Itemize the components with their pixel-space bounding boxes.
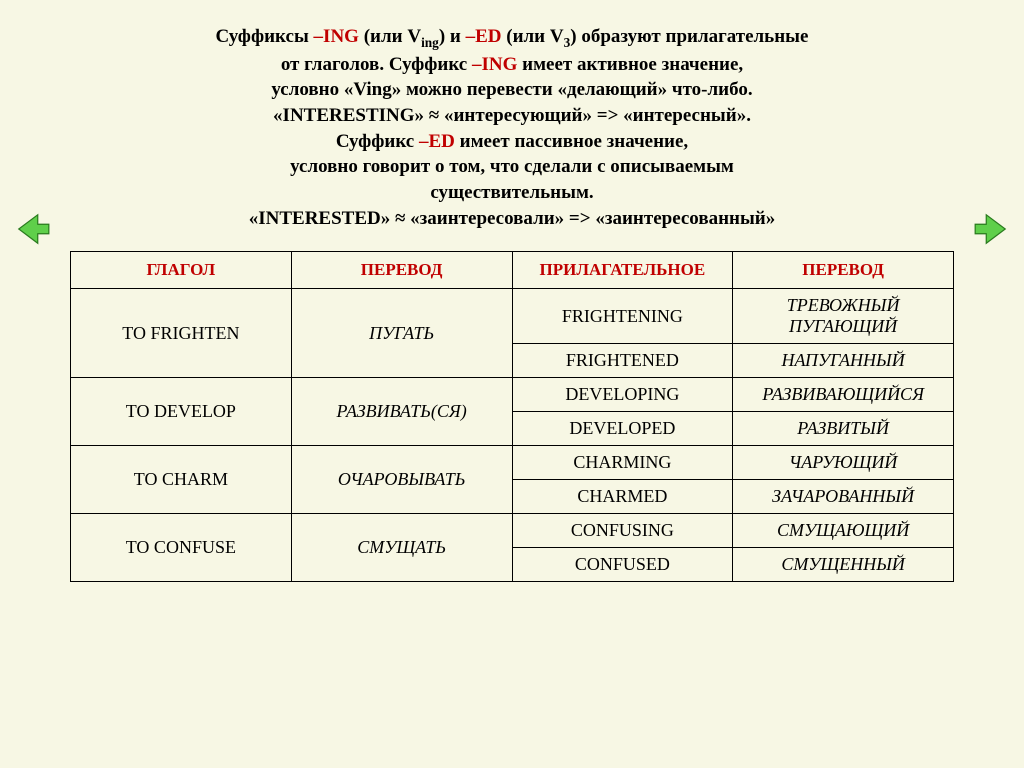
table-row: to confuse Смущать confusing Смущающий — [71, 514, 954, 548]
table-row: to charm Очаровывать charming Чарующий — [71, 446, 954, 480]
cell-adj-trans: Напуганный — [733, 344, 954, 378]
cell-adj-trans: Развивающийся — [733, 378, 954, 412]
cell-adj: confusing — [512, 514, 733, 548]
cell-adj-trans: Зачарованный — [733, 480, 954, 514]
intro-seg: ) образуют прилагательные — [570, 26, 808, 47]
cell-adj-trans-line: Тревожный — [787, 295, 900, 315]
next-arrow[interactable] — [972, 210, 1010, 248]
intro-seg: условно говорит о том, что сделали с опи… — [290, 156, 734, 177]
cell-verb-trans: Развивать(ся) — [291, 378, 512, 446]
intro-seg: (или V — [502, 26, 564, 47]
intro-seg: «INTERESTED» ≈ «заинтересовали» => «заин… — [249, 208, 776, 229]
intro-seg-red: –ED — [466, 26, 502, 47]
table-row: to develop Развивать(ся) developing Разв… — [71, 378, 954, 412]
intro-text: Суффиксы –ING (или Ving) и –ED (или V3) … — [70, 24, 954, 231]
intro-seg: ) и — [439, 26, 466, 47]
cell-verb: to frighten — [71, 289, 292, 378]
cell-adj-trans: Развитый — [733, 412, 954, 446]
intro-seg: Суффикс — [336, 131, 419, 152]
cell-adj: developing — [512, 378, 733, 412]
adjectives-table: Глагол Перевод Прилагательное Перевод to… — [70, 251, 954, 582]
cell-verb-trans: Пугать — [291, 289, 512, 378]
cell-adj-trans: Смущенный — [733, 548, 954, 582]
intro-seg-red: –ING — [472, 54, 517, 75]
cell-adj: confused — [512, 548, 733, 582]
col-adj: Прилагательное — [512, 252, 733, 289]
intro-seg: условно «Ving» можно перевести «делающий… — [271, 79, 752, 100]
slide-content: Суффиксы –ING (или Ving) и –ED (или V3) … — [0, 0, 1024, 582]
cell-adj: frightened — [512, 344, 733, 378]
intro-sub: ing — [421, 35, 439, 50]
intro-seg: (или V — [359, 26, 421, 47]
intro-seg: имеет активное значение, — [517, 54, 743, 75]
cell-verb-trans: Очаровывать — [291, 446, 512, 514]
table-row: to frighten Пугать frightening Тревожный… — [71, 289, 954, 344]
cell-verb-trans: Смущать — [291, 514, 512, 582]
cell-verb: to confuse — [71, 514, 292, 582]
intro-seg-red: –ED — [419, 131, 455, 152]
cell-adj-trans: Тревожный Пугающий — [733, 289, 954, 344]
intro-seg: «INTERESTING» ≈ «интересующий» => «интер… — [273, 105, 751, 126]
cell-adj: charmed — [512, 480, 733, 514]
prev-arrow[interactable] — [14, 210, 52, 248]
cell-verb: to charm — [71, 446, 292, 514]
intro-seg-red: –ING — [314, 26, 359, 47]
cell-verb: to develop — [71, 378, 292, 446]
intro-seg: от глаголов. Суффикс — [281, 54, 472, 75]
cell-adj-trans: Смущающий — [733, 514, 954, 548]
intro-seg: Суффиксы — [216, 26, 314, 47]
cell-adj-trans: Чарующий — [733, 446, 954, 480]
cell-adj: charming — [512, 446, 733, 480]
intro-seg: имеет пассивное значение, — [455, 131, 688, 152]
col-verb: Глагол — [71, 252, 292, 289]
col-verb-trans: Перевод — [291, 252, 512, 289]
intro-seg: существительным. — [430, 182, 593, 203]
table-header-row: Глагол Перевод Прилагательное Перевод — [71, 252, 954, 289]
cell-adj-trans-line: Пугающий — [789, 316, 897, 336]
col-adj-trans: Перевод — [733, 252, 954, 289]
cell-adj: developed — [512, 412, 733, 446]
cell-adj: frightening — [512, 289, 733, 344]
